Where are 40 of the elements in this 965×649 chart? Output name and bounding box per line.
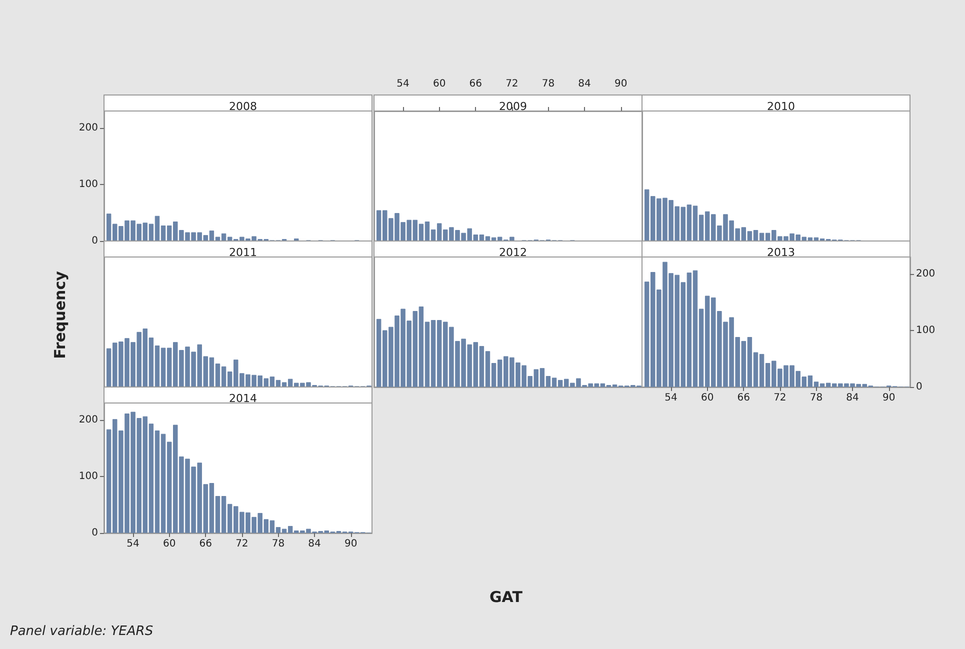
chart-title: 2011	[229, 246, 257, 259]
y-axis-title: Frequency	[51, 271, 69, 359]
x2-tick-label: 72	[506, 78, 518, 90]
x-tick-label: 84	[308, 538, 321, 550]
y-tick-label: 200	[78, 122, 98, 134]
y-tick-label: 100	[78, 178, 98, 190]
x2-tick-label: 90	[614, 78, 628, 90]
y2-tick-label: 200	[916, 268, 936, 280]
x-tick-label: 90	[882, 392, 896, 404]
y2-tick-label: 0	[916, 382, 922, 392]
chart-title: 2012	[499, 246, 527, 259]
chart-title: 2008	[229, 100, 257, 113]
chart-title: 2010	[767, 100, 795, 113]
x2-tick-label: 66	[469, 78, 482, 90]
x-tick-label: 60	[162, 538, 176, 550]
x2-tick-label: 84	[578, 78, 591, 90]
chart-title: 2009	[499, 100, 527, 113]
y-tick-label: 0	[92, 528, 98, 538]
y-tick-label: 200	[78, 414, 98, 426]
x-tick-label: 54	[126, 538, 140, 550]
text: Panel variable: YEARS	[10, 624, 154, 639]
y-tick-label: 100	[78, 470, 98, 482]
x-tick-label: 66	[737, 392, 750, 404]
x-tick-label: 60	[700, 392, 714, 404]
x-tick-label: 78	[272, 538, 285, 550]
chart-title: 2013	[767, 246, 795, 259]
y-tick-label: 0	[92, 236, 98, 246]
x-tick-label: 72	[236, 538, 248, 550]
chart-title: 2014	[229, 392, 257, 405]
x-tick-label: 54	[664, 392, 678, 404]
x-tick-label: 84	[846, 392, 859, 404]
x-axis-title: GAT	[490, 588, 522, 606]
x-tick-label: 78	[810, 392, 823, 404]
x2-tick-label: 54	[396, 78, 410, 90]
x2-tick-label: 60	[432, 78, 446, 90]
x-tick-label: 90	[344, 538, 358, 550]
x2-tick-label: 78	[542, 78, 555, 90]
x-tick-label: 66	[199, 538, 212, 550]
x-tick-label: 72	[774, 392, 786, 404]
y2-tick-label: 100	[916, 324, 936, 336]
